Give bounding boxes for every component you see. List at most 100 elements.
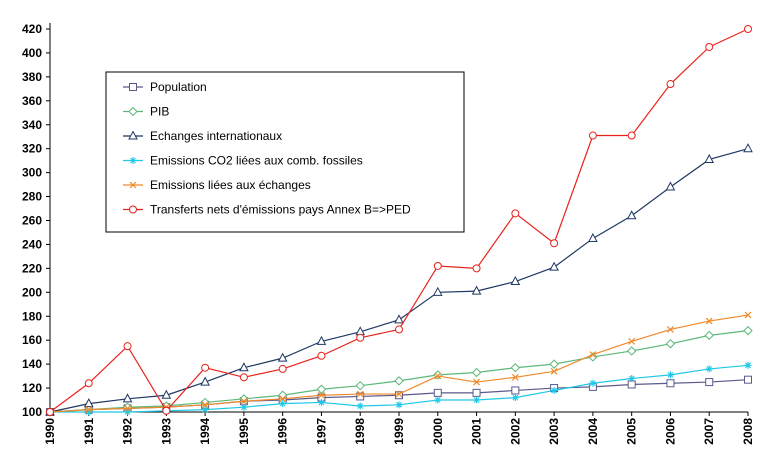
data-point: [84, 379, 93, 388]
data-point: [394, 376, 404, 386]
data-point: [704, 330, 714, 341]
x-tick-label: 2007: [702, 418, 716, 445]
data-point: [550, 239, 559, 248]
legend-label: Transferts nets d'émissions pays Annex B…: [150, 203, 411, 217]
y-tick-label: 260: [22, 214, 42, 228]
y-tick-label: 120: [22, 381, 42, 395]
data-point: [705, 365, 713, 373]
legend-marker: [129, 181, 137, 189]
y-axis-ticks: 100 120 140 160 180 200 220 240 260 280 300 320 340 3…: [22, 22, 50, 419]
data-point: [471, 367, 482, 378]
x-tick-label: 1992: [121, 418, 135, 445]
data-point: [356, 390, 364, 398]
data-point: [472, 264, 481, 273]
data-point: [549, 359, 559, 369]
data-point: [433, 388, 442, 397]
series-5: [46, 25, 752, 416]
data-point: [85, 408, 93, 416]
data-point: [124, 404, 131, 412]
data-point: [124, 408, 132, 416]
data-point: [316, 335, 327, 345]
y-tick-label: 360: [22, 94, 42, 108]
data-point: [626, 210, 637, 220]
x-tick-label: 1995: [237, 418, 251, 445]
x-tick-label: 2001: [470, 418, 484, 445]
y-tick-label: 180: [22, 309, 42, 323]
data-point: [395, 391, 403, 400]
data-point: [277, 352, 288, 362]
y-tick-label: 220: [22, 261, 42, 275]
data-point: [318, 391, 325, 399]
x-tick-label: 2005: [625, 418, 639, 445]
y-tick-label: 320: [22, 142, 42, 156]
y-tick-label: 140: [22, 357, 42, 371]
y-tick-label: 420: [22, 22, 42, 36]
data-point: [628, 374, 636, 382]
y-tick-label: 240: [22, 237, 42, 251]
legend-item: Emissions CO2 liées aux comb. fossiles: [123, 154, 363, 168]
data-point: [201, 401, 209, 409]
legend-label: Emissions CO2 liées aux comb. fossiles: [150, 154, 363, 168]
x-tick-label: 2006: [663, 418, 677, 445]
data-point: [743, 325, 753, 336]
data-point: [511, 394, 519, 402]
data-point: [434, 372, 442, 380]
x-tick-label: 2004: [586, 418, 600, 445]
data-point: [511, 209, 520, 218]
legend-marker: [129, 83, 137, 91]
data-point: [666, 371, 674, 379]
data-point: [626, 346, 637, 356]
data-point: [472, 388, 481, 397]
data-point: [395, 390, 403, 398]
data-point: [588, 131, 597, 140]
data-point: [240, 397, 248, 405]
data-point: [511, 386, 520, 395]
y-tick-label: 300: [22, 166, 42, 180]
legend-label: Emissions liées aux échanges: [150, 178, 311, 192]
data-point: [510, 363, 521, 373]
legend-label: Echanges internationaux: [150, 129, 282, 143]
data-point: [395, 401, 403, 409]
data-point: [122, 393, 133, 403]
data-point: [433, 261, 442, 270]
data-point: [471, 285, 482, 295]
data-point: [705, 378, 714, 387]
data-point: [355, 380, 365, 391]
y-tick-label: 340: [22, 118, 42, 132]
x-tick-label: 1998: [353, 418, 367, 445]
x-tick-label: 1996: [276, 418, 290, 445]
data-point: [665, 181, 676, 191]
data-point: [201, 363, 210, 372]
data-point: [666, 379, 675, 388]
data-point: [279, 400, 287, 408]
data-point: [394, 314, 404, 324]
y-tick-label: 160: [22, 333, 42, 347]
data-point: [744, 311, 752, 319]
data-point: [200, 376, 210, 386]
x-tick-label: 1997: [314, 418, 328, 445]
data-point: [317, 398, 325, 406]
data-point: [240, 403, 248, 411]
data-point: [744, 375, 752, 384]
data-point: [511, 373, 519, 381]
data-point: [704, 153, 715, 163]
data-point: [666, 80, 675, 89]
data-point: [627, 380, 636, 389]
x-tick-label: 2003: [547, 418, 561, 445]
data-point: [239, 362, 249, 372]
x-tick-label: 1994: [198, 418, 212, 445]
data-point: [316, 384, 327, 394]
y-tick-label: 200: [22, 285, 42, 299]
data-point: [705, 42, 714, 51]
data-point: [161, 389, 172, 399]
data-point: [665, 339, 676, 349]
x-tick-label: 1993: [159, 418, 173, 445]
data-point: [743, 143, 753, 153]
y-tick-label: 400: [22, 46, 42, 60]
data-point: [589, 379, 597, 387]
legend-item: Transferts nets d'émissions pays Annex B…: [123, 203, 411, 217]
data-point: [549, 261, 559, 271]
data-point: [123, 342, 132, 351]
legend-label: PIB: [150, 105, 169, 119]
